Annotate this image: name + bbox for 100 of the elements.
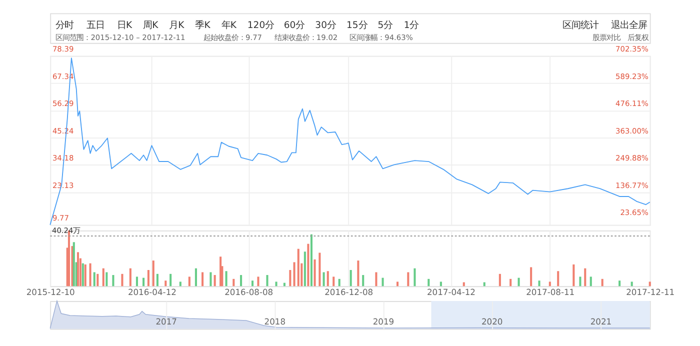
bar <box>498 274 501 286</box>
text: 区间统计 <box>562 20 599 32</box>
bar <box>82 263 84 286</box>
bar <box>289 270 292 286</box>
x-tick-label: 2016-08-08 <box>224 286 274 297</box>
bar <box>396 282 399 286</box>
bar <box>332 276 335 286</box>
text: 退出全屏 <box>610 20 647 32</box>
bar <box>112 275 114 286</box>
bar <box>307 244 310 286</box>
y2-tick-label: 476.11% <box>616 99 648 108</box>
bar <box>240 275 242 286</box>
bar <box>318 252 321 286</box>
bar <box>572 264 575 286</box>
bar <box>266 275 268 286</box>
text: 结束收盘价：19.02 <box>274 33 338 42</box>
bar <box>414 268 416 286</box>
x-tick-label: 2019 <box>372 316 394 327</box>
x-tick-label: 2017 <box>156 316 177 327</box>
y2-tick-label: 136.77% <box>616 180 648 190</box>
x-tick-label: 2017-12-11 <box>626 286 675 297</box>
bar <box>548 282 551 286</box>
bar <box>338 278 340 286</box>
bar <box>428 278 430 286</box>
bar <box>210 272 212 286</box>
bar <box>510 278 512 286</box>
y2-tick-label: 249.88% <box>616 154 648 163</box>
bar <box>310 234 313 286</box>
bar <box>601 278 604 286</box>
text: 五日 <box>86 20 104 32</box>
y-tick-label: 78.39 <box>52 44 74 54</box>
bar <box>142 278 145 286</box>
text: 起始收盘价：9.77 <box>204 33 262 42</box>
bar <box>584 268 586 286</box>
text: 区间范围：2015-12-10 – 2017-12-11 <box>56 33 186 42</box>
bar <box>304 252 306 286</box>
bar <box>121 274 124 286</box>
bar <box>164 280 167 286</box>
text: 分时 <box>56 20 74 32</box>
bar <box>72 242 75 286</box>
bar <box>322 272 325 286</box>
bar <box>96 274 99 286</box>
bar <box>136 276 138 286</box>
bar <box>179 282 182 286</box>
text: 年K <box>221 20 238 32</box>
text: 60分 <box>284 20 305 32</box>
bar <box>297 248 300 286</box>
text: 30分 <box>315 20 336 32</box>
bar <box>93 272 96 286</box>
bar <box>375 272 378 286</box>
bar <box>538 280 540 286</box>
bar <box>590 276 592 286</box>
x-tick-label: 2017-04-12 <box>426 286 476 297</box>
x-tick-label: 2018 <box>264 316 286 327</box>
y2-tick-label: 702.35% <box>616 44 648 54</box>
y2-tick-label: 363.00% <box>616 126 648 136</box>
text: 5分 <box>378 20 393 32</box>
bar <box>326 271 329 286</box>
bar <box>518 278 520 286</box>
x-tick-label: 2020 <box>481 316 503 327</box>
bar <box>257 276 260 286</box>
text: 月K <box>169 20 186 32</box>
bar <box>251 280 254 286</box>
bar <box>630 282 633 286</box>
bar <box>84 264 86 286</box>
bar <box>382 278 384 286</box>
x-tick-label: 2016-04-12 <box>128 286 176 297</box>
bar <box>275 282 278 286</box>
bar <box>129 268 132 286</box>
y2-tick-label: 589.23% <box>616 72 648 81</box>
bar <box>648 282 651 286</box>
x-tick-label: 2016-12-08 <box>324 286 374 297</box>
bar <box>76 252 80 286</box>
text: 区间涨幅：94.63% <box>350 33 413 42</box>
text: 120分 <box>247 20 274 32</box>
text: 股票对比 <box>592 33 620 42</box>
bar <box>579 276 582 286</box>
bar <box>350 270 352 286</box>
bar <box>89 263 92 286</box>
bar <box>225 271 228 286</box>
ref-line-label: 40.24万 <box>52 226 80 236</box>
bar <box>194 268 197 286</box>
bar <box>293 262 296 286</box>
bar <box>147 270 150 286</box>
bar <box>202 272 204 286</box>
bar <box>357 260 360 286</box>
bar <box>618 280 621 286</box>
bar <box>188 276 190 286</box>
bar <box>440 282 442 286</box>
x-tick-label: 2015-12-10 <box>26 286 75 297</box>
x-tick-label: 2017-08-11 <box>526 286 575 297</box>
bar <box>214 275 216 286</box>
bar <box>557 271 560 286</box>
y-tick-label: 9.77 <box>52 214 70 223</box>
text: 周K <box>143 20 160 32</box>
bar <box>152 260 154 286</box>
bar <box>314 259 316 286</box>
bar <box>170 274 172 286</box>
text: 1分 <box>404 20 419 32</box>
x-tick-label: 2021 <box>590 316 612 327</box>
